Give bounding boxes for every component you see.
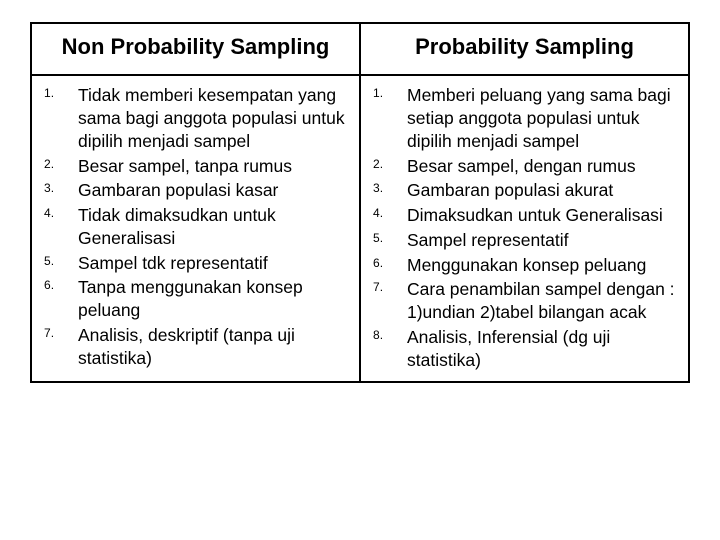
body-right: Memberi peluang yang sama bagi setiap an… [360,75,689,382]
list-item: Tanpa menggunakan konsep peluang [44,276,347,322]
list-item: Besar sampel, dengan rumus [373,155,676,178]
list-item: Dimaksudkan untuk Generalisasi [373,204,676,227]
header-left: Non Probability Sampling [31,23,360,75]
list-item: Tidak dimaksudkan untuk Generalisasi [44,204,347,250]
list-item: Memberi peluang yang sama bagi setiap an… [373,84,676,152]
list-item: Gambaran populasi akurat [373,179,676,202]
body-left: Tidak memberi kesempatan yang sama bagi … [31,75,360,382]
list-item: Menggunakan konsep peluang [373,254,676,277]
header-right: Probability Sampling [360,23,689,75]
list-item: Sampel tdk representatif [44,252,347,275]
header-row: Non Probability Sampling Probability Sam… [31,23,689,75]
list-item: Analisis, Inferensial (dg uji statistika… [373,326,676,372]
list-item: Tidak memberi kesempatan yang sama bagi … [44,84,347,152]
list-item: Besar sampel, tanpa rumus [44,155,347,178]
body-row: Tidak memberi kesempatan yang sama bagi … [31,75,689,382]
list-left: Tidak memberi kesempatan yang sama bagi … [44,84,347,369]
comparison-table: Non Probability Sampling Probability Sam… [30,22,690,383]
list-item: Cara penambilan sampel dengan : 1)undian… [373,278,676,324]
list-right: Memberi peluang yang sama bagi setiap an… [373,84,676,371]
list-item: Sampel representatif [373,229,676,252]
list-item: Analisis, deskriptif (tanpa uji statisti… [44,324,347,370]
list-item: Gambaran populasi kasar [44,179,347,202]
